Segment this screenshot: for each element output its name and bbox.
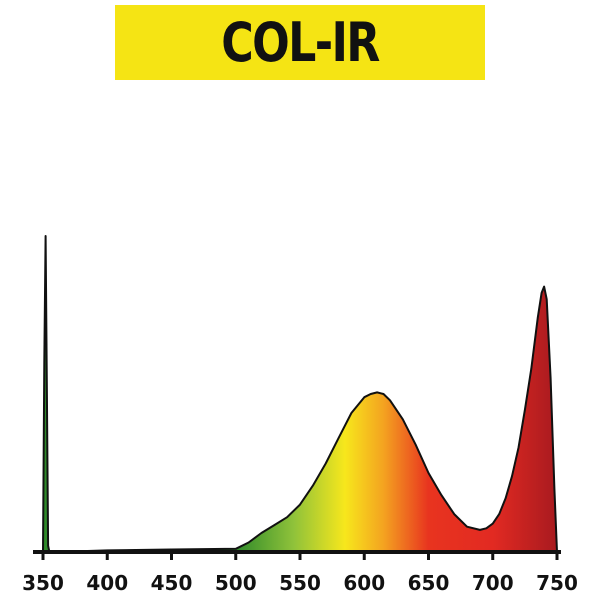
x-tick-label-350: 350 xyxy=(22,571,64,595)
x-tick-label-550: 550 xyxy=(279,571,321,595)
x-tick-label-450: 450 xyxy=(151,571,193,595)
chart-title: COL-IR xyxy=(221,10,380,74)
x-tick-label-500: 500 xyxy=(215,571,257,595)
title-banner: COL-IR xyxy=(115,5,485,80)
x-tick-label-700: 700 xyxy=(472,571,514,595)
x-tick-label-750: 750 xyxy=(536,571,578,595)
x-tick-label-400: 400 xyxy=(86,571,128,595)
spectrum-area-series-0 xyxy=(42,235,558,553)
x-tick-label-650: 650 xyxy=(408,571,450,595)
x-tick-label-600: 600 xyxy=(343,571,385,595)
